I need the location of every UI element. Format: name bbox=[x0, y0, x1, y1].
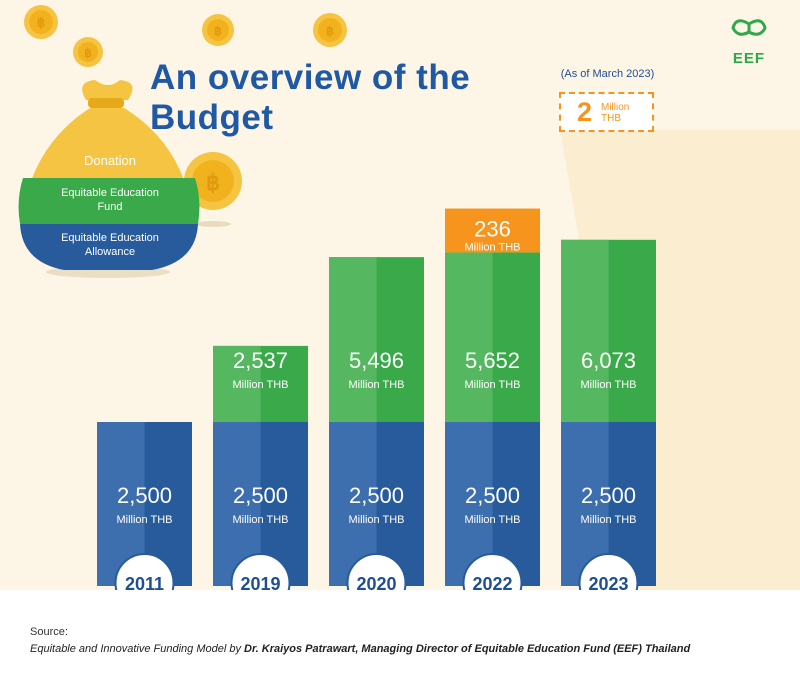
donation-2023-unit: Million THB bbox=[601, 102, 629, 124]
bar-value-label: 5,496 bbox=[349, 348, 404, 373]
svg-text:฿: ฿ bbox=[326, 24, 334, 38]
bar-value-label: 2,537 bbox=[233, 348, 288, 373]
svg-text:฿: ฿ bbox=[84, 46, 92, 60]
year-tick-label: 2011 bbox=[125, 574, 164, 594]
bag-label-donation: Donation bbox=[83, 153, 137, 168]
as-of-note: (As of March 2023) bbox=[560, 68, 655, 80]
bar-value-label: 5,652 bbox=[465, 348, 520, 373]
svg-text:฿: ฿ bbox=[37, 15, 45, 30]
bar-unit-label: Million THB bbox=[464, 379, 520, 391]
bar-fund-highlight bbox=[213, 345, 261, 422]
donation-2023-box: 2 Million THB bbox=[559, 92, 654, 132]
donation-2023-unit-line2: THB bbox=[601, 113, 621, 124]
year-tick-label: 2023 bbox=[588, 574, 628, 594]
money-bag-icon bbox=[18, 80, 200, 278]
budget-chart: 2,500 Million THB 2011 2,500 Million THB 2,53… bbox=[97, 208, 656, 613]
bar-value-label: 2,500 bbox=[465, 483, 520, 508]
bar-unit-label: Million THB bbox=[580, 514, 636, 526]
bar-fund-highlight bbox=[561, 239, 609, 422]
svg-text:฿: ฿ bbox=[214, 24, 222, 38]
bag-label-fund: Equitable Education Fund bbox=[61, 187, 159, 213]
eef-logo-icon bbox=[731, 19, 767, 36]
bar-value-label: 236 bbox=[474, 217, 511, 242]
footer bbox=[0, 590, 800, 686]
donation-2023-value: 2 bbox=[577, 97, 593, 127]
bar-unit-label: Million THB bbox=[348, 379, 404, 391]
source-text-part1: Equitable and Innovative Funding Model b… bbox=[30, 643, 245, 655]
coin-icon: ฿ bbox=[313, 13, 347, 47]
bar-unit-label: Million THB bbox=[348, 514, 404, 526]
bar-fund-highlight bbox=[329, 257, 377, 422]
eef-logo: EEF bbox=[726, 14, 772, 70]
source-text-part2: Dr. Kraiyos Patrawart, Managing Director… bbox=[244, 643, 691, 655]
coin-icon: ฿ bbox=[24, 5, 58, 39]
donation-2023-unit-line1: Million bbox=[601, 102, 630, 113]
bar-unit-label: Million THB bbox=[116, 514, 172, 526]
page-title: An overview of the Budget bbox=[150, 58, 471, 137]
eef-logo-text: EEF bbox=[732, 50, 766, 67]
bar-unit-label: Million THB bbox=[232, 514, 288, 526]
bar-value-label: 6,073 bbox=[581, 348, 636, 373]
bar-fund-highlight bbox=[445, 252, 493, 422]
bar-donation bbox=[445, 208, 540, 253]
year-tick-label: 2020 bbox=[356, 574, 396, 594]
bar-value-label: 2,500 bbox=[349, 483, 404, 508]
coin-icon: ฿ bbox=[73, 37, 103, 67]
bar-value-label: 2,500 bbox=[581, 483, 636, 508]
bar-value-label: 2,500 bbox=[117, 483, 172, 508]
coin-icon: ฿ bbox=[202, 14, 234, 46]
source-text: Equitable and Innovative Funding Model b… bbox=[30, 643, 790, 655]
source-label: Source: bbox=[30, 626, 68, 638]
svg-text:฿: ฿ bbox=[206, 170, 220, 195]
bar-unit-label: Million THB bbox=[464, 514, 520, 526]
bar-value-label: 2,500 bbox=[233, 483, 288, 508]
coin-shadow bbox=[195, 221, 231, 227]
bar-unit-label: Million THB bbox=[580, 379, 636, 391]
year-tick-label: 2019 bbox=[240, 574, 280, 594]
bar-unit-label: Million THB bbox=[232, 379, 288, 391]
bar-unit-label: Million THB bbox=[464, 242, 520, 254]
year-tick-label: 2022 bbox=[472, 574, 512, 594]
bag-label-allowance: Equitable Education Allowance bbox=[61, 232, 159, 258]
